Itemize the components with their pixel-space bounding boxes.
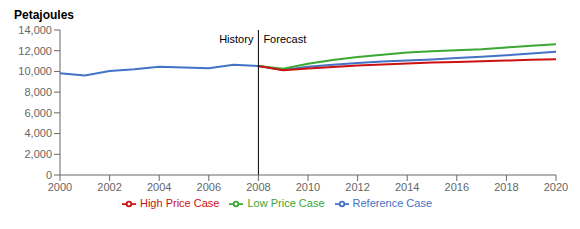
- html-text:High Price Case: High Price Case: [140, 197, 220, 209]
- svg-text:14,000: 14,000: [18, 24, 52, 36]
- html-text:Low Price Case: Low Price Case: [247, 197, 325, 209]
- svg-text:Forecast: Forecast: [263, 33, 306, 45]
- svg-text:2000: 2000: [48, 181, 72, 193]
- svg-text:8,000: 8,000: [24, 86, 52, 98]
- html-text:Petajoules: Petajoules: [14, 8, 74, 22]
- svg-text:2020: 2020: [544, 181, 568, 193]
- svg-text:0: 0: [46, 169, 52, 181]
- svg-text:10,000: 10,000: [18, 65, 52, 77]
- svg-text:2014: 2014: [395, 181, 419, 193]
- svg-text:2018: 2018: [494, 181, 518, 193]
- svg-text:2012: 2012: [345, 181, 369, 193]
- svg-text:6,000: 6,000: [24, 107, 52, 119]
- svg-text:History: History: [219, 33, 254, 45]
- svg-text:2,000: 2,000: [24, 148, 52, 160]
- svg-text:2004: 2004: [147, 181, 171, 193]
- svg-text:2002: 2002: [97, 181, 121, 193]
- html-text:Reference Case: Reference Case: [352, 197, 432, 209]
- svg-text:12,000: 12,000: [18, 45, 52, 57]
- svg-text:2006: 2006: [197, 181, 221, 193]
- svg-text:4,000: 4,000: [24, 127, 52, 139]
- svg-text:2008: 2008: [246, 181, 270, 193]
- svg-text:2016: 2016: [445, 181, 469, 193]
- svg-text:2010: 2010: [296, 181, 320, 193]
